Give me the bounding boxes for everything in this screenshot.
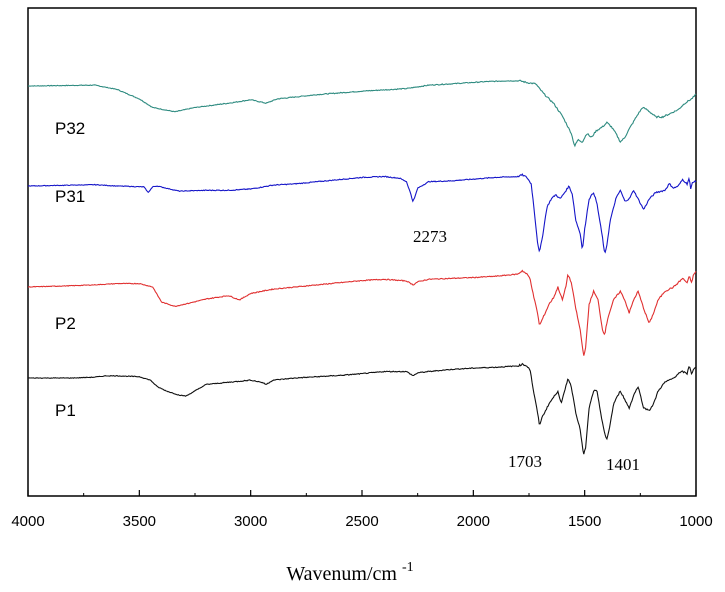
x-tick-label-4000: 4000 bbox=[11, 513, 44, 530]
plot-area-frame bbox=[27, 7, 697, 497]
series-group bbox=[27, 79, 697, 455]
x-tick-label-3500: 3500 bbox=[123, 513, 156, 530]
series-label-p31: P31 bbox=[55, 187, 85, 206]
series-line-p1 bbox=[27, 362, 697, 455]
series-line-p2 bbox=[27, 269, 697, 356]
x-axis-tick-labels: 4000 3500 3000 2500 2000 1500 1000 bbox=[11, 513, 712, 530]
series-label-p2: P2 bbox=[55, 314, 76, 333]
x-tick-label-1000: 1000 bbox=[679, 513, 712, 530]
peak-annotation-1401: 1401 bbox=[606, 455, 640, 474]
peak-annotation-2273: 2273 bbox=[413, 227, 447, 246]
x-tick-label-1500: 1500 bbox=[568, 513, 601, 530]
series-line-p31 bbox=[27, 173, 697, 254]
x-axis-ticks bbox=[27, 490, 697, 496]
peak-annotation-1703: 1703 bbox=[508, 452, 542, 471]
series-line-p32 bbox=[27, 79, 697, 148]
peak-annotations: 2273 1703 1401 bbox=[413, 227, 640, 474]
x-tick-label-2000: 2000 bbox=[457, 513, 490, 530]
series-label-p32: P32 bbox=[55, 119, 85, 138]
series-labels: P32 P31 P2 P1 bbox=[55, 119, 85, 420]
x-tick-label-3000: 3000 bbox=[234, 513, 267, 530]
x-tick-label-2500: 2500 bbox=[345, 513, 378, 530]
x-axis-label: Wavenum/cm -1 bbox=[286, 560, 413, 585]
series-label-p1: P1 bbox=[55, 401, 76, 420]
